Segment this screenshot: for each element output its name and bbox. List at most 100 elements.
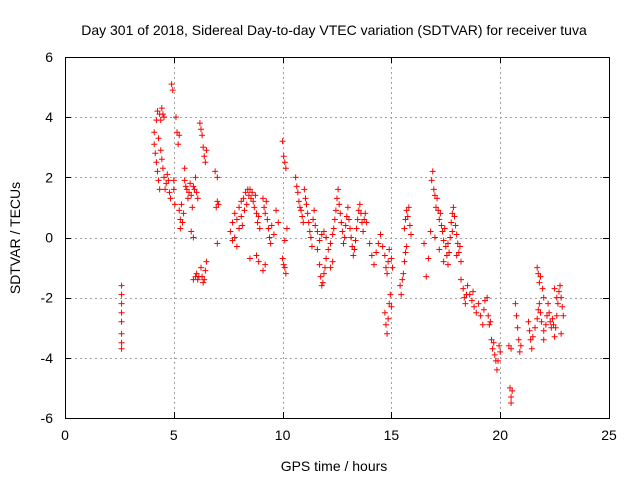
- data-point: [344, 204, 351, 211]
- data-point: [186, 189, 193, 196]
- data-point: [453, 231, 460, 238]
- data-point: [361, 216, 368, 223]
- plot-frame: [65, 57, 610, 419]
- data-point: [466, 291, 473, 298]
- data-point: [496, 342, 503, 349]
- data-point: [200, 279, 207, 286]
- data-point: [440, 237, 447, 244]
- data-point: [316, 237, 323, 244]
- data-point: [330, 225, 337, 232]
- x-tick-label: 5: [170, 427, 178, 443]
- data-point: [435, 207, 442, 214]
- data-point: [192, 174, 199, 181]
- data-point: [527, 336, 534, 343]
- data-point: [181, 177, 188, 184]
- data-point: [256, 225, 263, 232]
- data-point: [196, 120, 203, 127]
- data-point: [458, 258, 465, 265]
- data-point: [302, 195, 309, 202]
- data-point: [431, 234, 438, 241]
- data-point: [536, 300, 543, 307]
- data-point: [238, 198, 245, 205]
- data-point: [193, 270, 200, 277]
- data-point: [280, 261, 287, 268]
- y-axis-label: SDTVAR / TECUs: [7, 182, 23, 294]
- data-point: [203, 147, 210, 154]
- data-point: [488, 336, 495, 343]
- data-point: [540, 336, 547, 343]
- data-point: [227, 228, 234, 235]
- data-point: [421, 240, 428, 247]
- data-point: [329, 258, 336, 265]
- data-point: [401, 225, 408, 232]
- data-point: [312, 222, 319, 229]
- data-point: [303, 201, 310, 208]
- data-point: [336, 201, 343, 208]
- data-point: [404, 213, 411, 220]
- data-point: [261, 204, 268, 211]
- data-point: [183, 186, 190, 193]
- y-tick-label: 0: [45, 230, 53, 246]
- data-point: [471, 303, 478, 310]
- data-point: [444, 261, 451, 268]
- data-point: [449, 228, 456, 235]
- data-point: [537, 309, 544, 316]
- data-point: [508, 399, 515, 406]
- data-point: [493, 366, 500, 373]
- data-point: [311, 207, 318, 214]
- data-point: [118, 318, 125, 325]
- data-point: [537, 273, 544, 280]
- data-point: [253, 252, 260, 259]
- data-point: [282, 165, 289, 172]
- data-point: [386, 300, 393, 307]
- data-point: [118, 291, 125, 298]
- data-point: [262, 261, 269, 268]
- data-point: [188, 228, 195, 235]
- data-point: [242, 189, 249, 196]
- data-point: [438, 222, 445, 229]
- data-point: [401, 258, 408, 265]
- data-point: [547, 318, 554, 325]
- y-tick-label: 4: [45, 109, 53, 125]
- data-point: [384, 270, 391, 277]
- data-point: [154, 168, 161, 175]
- data-point: [464, 282, 471, 289]
- data-point: [433, 204, 440, 211]
- data-point: [460, 285, 467, 292]
- data-point: [360, 228, 367, 235]
- data-point: [233, 243, 240, 250]
- data-point: [545, 300, 552, 307]
- data-point: [406, 222, 413, 229]
- data-point: [264, 216, 271, 223]
- data-point: [363, 219, 370, 226]
- data-point: [118, 300, 125, 307]
- data-point: [279, 255, 286, 262]
- data-point: [118, 339, 125, 346]
- data-point: [362, 210, 369, 217]
- data-point: [534, 264, 541, 271]
- x-tick-label: 0: [61, 427, 69, 443]
- data-point: [388, 303, 395, 310]
- data-point: [559, 303, 566, 310]
- data-point: [175, 141, 182, 148]
- data-point: [252, 192, 259, 199]
- data-point: [387, 291, 394, 298]
- data-point: [267, 240, 274, 247]
- data-point: [486, 321, 493, 328]
- data-point: [352, 237, 359, 244]
- data-point: [201, 153, 208, 160]
- data-point: [156, 186, 163, 193]
- data-point: [402, 216, 409, 223]
- data-point: [515, 336, 522, 343]
- data-point: [246, 186, 253, 193]
- data-point: [557, 282, 564, 289]
- data-point: [437, 210, 444, 217]
- data-point: [167, 195, 174, 202]
- data-point: [462, 300, 469, 307]
- data-point: [323, 255, 330, 262]
- data-point: [546, 309, 553, 316]
- data-point: [279, 138, 286, 145]
- data-point: [275, 219, 282, 226]
- data-point: [553, 294, 560, 301]
- data-point: [350, 252, 357, 259]
